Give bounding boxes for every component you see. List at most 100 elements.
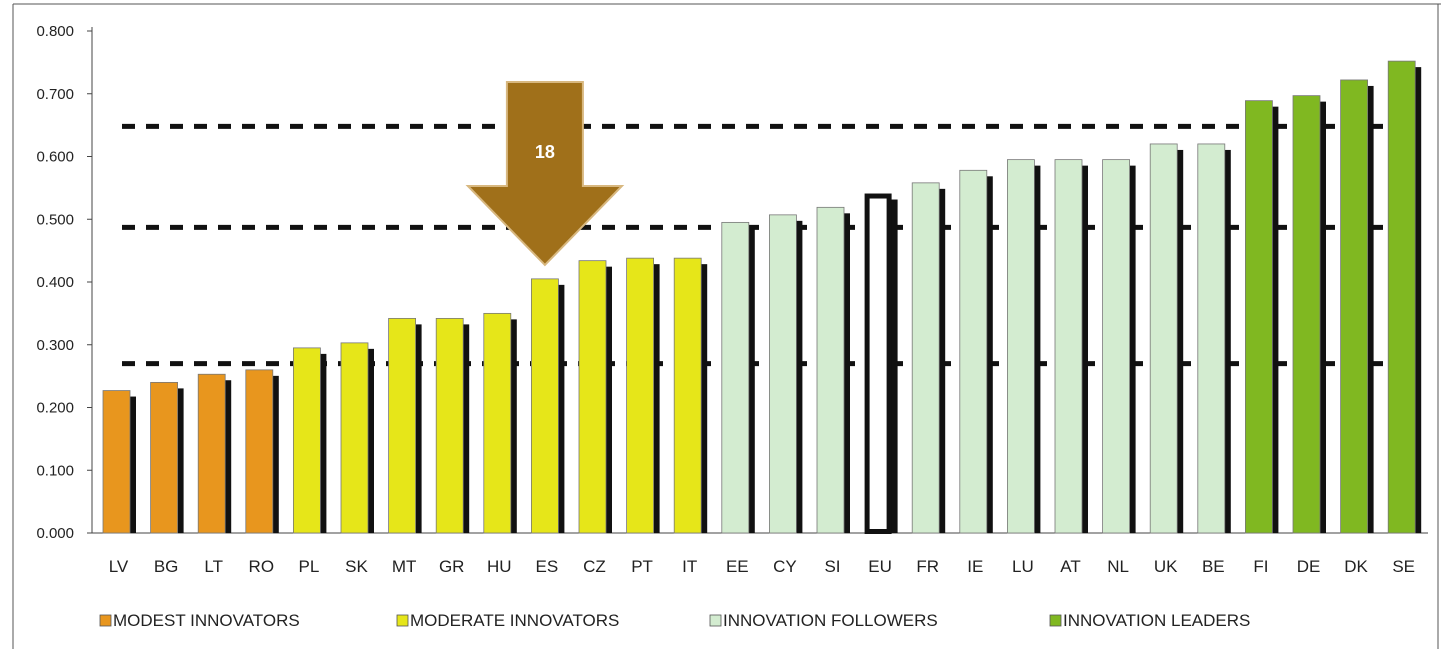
bar-fr <box>911 182 946 534</box>
y-tick-label: 0.100 <box>36 462 74 479</box>
bar-cz <box>578 260 612 534</box>
legend-item: INNOVATION LEADERS <box>1049 611 1250 630</box>
legend-swatch <box>396 614 409 627</box>
bar <box>483 312 512 534</box>
bar <box>959 169 988 534</box>
bar <box>769 214 797 534</box>
bar <box>1102 159 1130 534</box>
x-tick-label: DE <box>1297 557 1321 576</box>
bar-nl <box>1102 159 1136 534</box>
bar-sk <box>340 342 374 534</box>
bar-fi <box>1245 100 1279 534</box>
arrow-shape <box>465 81 625 267</box>
legend-label: MODEST INNOVATORS <box>113 611 300 630</box>
legend-swatch <box>99 614 112 627</box>
bar <box>864 193 892 535</box>
legend-item: MODERATE INNOVATORS <box>396 611 619 630</box>
x-tick-label: FI <box>1253 557 1268 576</box>
y-tick-label: 0.400 <box>36 274 74 291</box>
x-tick-label: EU <box>868 557 892 576</box>
x-tick-label: IT <box>682 557 697 576</box>
arrow-label: 18 <box>535 142 555 162</box>
x-tick-label: CZ <box>583 557 606 576</box>
x-tick-label: CY <box>773 557 797 576</box>
bar-ie <box>959 169 993 534</box>
legend-swatch <box>709 614 722 627</box>
x-tick-label: PL <box>299 557 320 576</box>
x-tick-label: EE <box>726 557 749 576</box>
bar <box>1054 159 1083 534</box>
bar <box>673 257 702 534</box>
bar-cy <box>769 214 803 534</box>
x-tick-label: RO <box>249 557 275 576</box>
bar <box>626 257 654 534</box>
bar <box>1292 95 1321 534</box>
y-tick-label: 0.000 <box>36 525 74 542</box>
bar-at <box>1054 159 1088 534</box>
x-tick-label: BG <box>154 557 179 576</box>
x-tick-label: LU <box>1012 557 1034 576</box>
chart-frame <box>12 3 1441 649</box>
legend-swatch <box>1049 614 1062 627</box>
bar-uk <box>1149 143 1184 534</box>
legend-label: MODERATE INNOVATORS <box>410 611 619 630</box>
bar-mt <box>388 317 422 534</box>
bar <box>340 342 369 534</box>
bar-es <box>531 278 565 534</box>
x-tick-label: DK <box>1344 557 1368 576</box>
x-tick-label: FR <box>916 557 939 576</box>
x-tick-label: BE <box>1202 557 1225 576</box>
bar <box>578 260 607 534</box>
y-tick-label: 0.600 <box>36 149 74 166</box>
bar <box>1245 100 1273 534</box>
bar-eu <box>864 193 898 535</box>
bar <box>435 317 464 534</box>
bar-lt <box>197 373 232 534</box>
bar-ee <box>721 221 755 534</box>
bar-be <box>1197 143 1231 534</box>
x-tick-label: LT <box>204 557 223 576</box>
x-tick-label: HU <box>487 557 512 576</box>
bar-pl <box>292 347 327 534</box>
bar <box>1387 60 1416 534</box>
bar-it <box>673 257 708 534</box>
bar <box>911 182 940 534</box>
legend-label: INNOVATION LEADERS <box>1063 611 1250 630</box>
x-tick-label: MT <box>392 557 417 576</box>
bar-pt <box>626 257 660 534</box>
bar-lv <box>102 390 136 534</box>
bar-hu <box>483 312 517 534</box>
x-tick-label: ES <box>536 557 559 576</box>
bar <box>388 317 417 534</box>
bar <box>245 369 274 534</box>
bar-ro <box>245 369 279 534</box>
x-tick-label: LV <box>109 557 129 576</box>
legend-item: INNOVATION FOLLOWERS <box>709 611 938 630</box>
annotation-arrow: 18 <box>465 81 625 267</box>
bar <box>1007 159 1035 534</box>
bar-dk <box>1340 79 1374 534</box>
x-tick-label: GR <box>439 557 465 576</box>
x-tick-label: UK <box>1154 557 1178 576</box>
bar <box>197 373 226 534</box>
x-tick-label: SE <box>1392 557 1415 576</box>
bar-si <box>816 206 850 534</box>
bars <box>102 60 1422 535</box>
bar <box>150 381 179 534</box>
legend-item: MODEST INNOVATORS <box>99 611 300 630</box>
bar <box>292 347 321 534</box>
bar-se <box>1387 60 1422 534</box>
bar-de <box>1292 95 1326 534</box>
x-tick-label: SI <box>824 557 840 576</box>
y-tick-label: 0.300 <box>36 337 74 354</box>
y-tick-label: 0.700 <box>36 86 74 103</box>
x-tick-label: SK <box>345 557 368 576</box>
bar <box>531 278 559 534</box>
y-tick-label: 0.800 <box>36 23 74 40</box>
x-tick-label: AT <box>1060 557 1080 576</box>
bar <box>1197 143 1226 534</box>
y-tick-label: 0.500 <box>36 211 74 228</box>
x-tick-label: NL <box>1107 557 1129 576</box>
legend-label: INNOVATION FOLLOWERS <box>723 611 938 630</box>
